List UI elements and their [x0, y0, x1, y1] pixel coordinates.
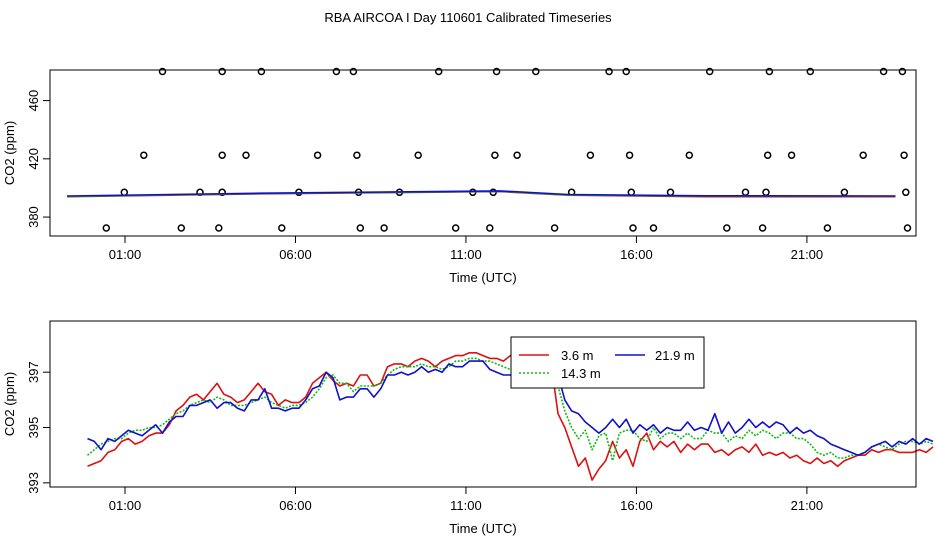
- bottom-y-axis: 393 395 397: [26, 361, 51, 494]
- scatter-point: [356, 224, 365, 232]
- bottom-y-axis-label: CO2 (ppm): [2, 372, 17, 436]
- scatter-point: [257, 67, 266, 76]
- scatter-point: [898, 67, 907, 76]
- scatter-point: [625, 151, 634, 159]
- bottom-x-axis-label: Time (UTC): [449, 521, 516, 536]
- legend-label-14-3m: 14.3 m: [561, 366, 601, 381]
- scatter-point: [486, 224, 494, 232]
- bottom-panel: 01:00 06:00 11:00 16:00 21:00 393 395 397 Time…: [2, 320, 934, 536]
- scatter-point: [332, 67, 341, 76]
- scatter-point: [902, 188, 910, 197]
- bottom-y-tick-label: 393: [26, 472, 41, 494]
- scatter-point: [102, 224, 111, 232]
- bottom-x-tick-label: 06:00: [279, 498, 312, 513]
- scatter-point: [900, 151, 908, 159]
- top-series-line-21-9-m: [66, 190, 896, 197]
- scatter-point: [492, 67, 501, 76]
- scatter-point: [787, 151, 796, 159]
- top-x-tick-label: 16:00: [620, 247, 653, 262]
- bottom-x-tick-label: 11:00: [450, 498, 482, 513]
- bottom-x-tick-label: 16:00: [620, 498, 653, 513]
- scatter-point: [649, 224, 658, 232]
- top-x-axis-label: Time (UTC): [449, 270, 516, 285]
- bottom-series-lines: [86, 340, 934, 481]
- bottom-series-line-3-6-m: [87, 343, 934, 481]
- bottom-x-tick-label: 01:00: [109, 498, 142, 513]
- bottom-series-line-14-3-m: [86, 351, 934, 462]
- scatter-point: [349, 67, 358, 76]
- top-y-tick-label: 380: [26, 206, 41, 228]
- scatter-point: [218, 188, 226, 197]
- scatter-point: [605, 67, 613, 76]
- bottom-series-line-21-9-m: [87, 340, 934, 457]
- scatter-point: [414, 151, 422, 159]
- scatter-point: [218, 151, 226, 159]
- scatter-point: [491, 151, 499, 159]
- top-y-axis: 380 420 460: [26, 90, 51, 228]
- legend-label-3-6m: 3.6 m: [561, 348, 594, 363]
- scatter-point: [629, 224, 637, 232]
- scatter-point: [763, 151, 772, 159]
- scatter-point: [140, 151, 148, 159]
- scatter-point: [353, 151, 361, 159]
- scatter-point: [879, 67, 888, 76]
- scatter-point: [380, 224, 388, 232]
- top-scatter-markers: [102, 67, 912, 232]
- top-panel: 01:00 06:00 11:00 16:00 21:00 380 420 460 Time…: [2, 67, 917, 285]
- scatter-point: [242, 151, 250, 159]
- scatter-point: [758, 224, 767, 232]
- scatter-point: [513, 151, 521, 159]
- top-x-tick-label: 11:00: [450, 247, 482, 262]
- scatter-point: [550, 224, 559, 232]
- top-x-axis: 01:00 06:00 11:00 16:00 21:00: [109, 235, 824, 262]
- top-series-lines: [66, 190, 896, 198]
- scatter-point: [451, 224, 460, 232]
- scatter-point: [313, 151, 322, 159]
- top-x-tick-label: 06:00: [279, 247, 312, 262]
- scatter-point: [434, 67, 443, 76]
- bottom-y-tick-label: 397: [26, 361, 41, 383]
- scatter-point: [586, 151, 595, 159]
- top-y-tick-label: 460: [26, 90, 41, 112]
- figure-title: RBA AIRCOA I Day 110601 Calibrated Times…: [324, 10, 612, 25]
- scatter-point: [218, 67, 226, 76]
- legend: 3.6 m 21.9 m 14.3 m: [510, 336, 705, 389]
- bottom-y-tick-label: 395: [26, 417, 41, 439]
- scatter-point: [823, 224, 832, 232]
- scatter-point: [903, 224, 912, 232]
- top-x-tick-label: 01:00: [109, 247, 142, 262]
- scatter-point: [177, 224, 186, 232]
- scatter-point: [215, 224, 223, 232]
- scatter-point: [278, 224, 286, 232]
- legend-label-21-9m: 21.9 m: [655, 348, 695, 363]
- bottom-x-tick-label: 21:00: [791, 498, 824, 513]
- top-y-tick-label: 420: [26, 148, 41, 170]
- scatter-point: [723, 224, 731, 232]
- scatter-point: [685, 151, 694, 159]
- legend-box: [510, 336, 705, 389]
- bottom-x-axis: 01:00 06:00 11:00 16:00 21:00: [109, 486, 824, 513]
- scatter-point: [859, 151, 867, 159]
- scatter-point: [532, 67, 540, 76]
- scatter-point: [158, 67, 167, 76]
- top-x-tick-label: 21:00: [791, 247, 824, 262]
- scatter-point: [705, 67, 714, 76]
- scatter-point: [622, 67, 630, 76]
- scatter-point: [765, 67, 774, 76]
- scatter-point: [806, 67, 815, 76]
- top-y-axis-label: CO2 (ppm): [2, 121, 17, 185]
